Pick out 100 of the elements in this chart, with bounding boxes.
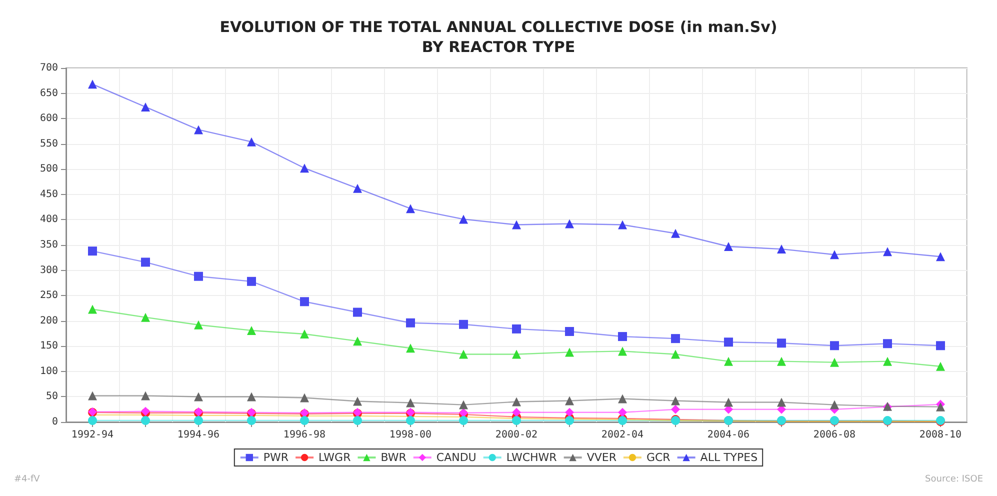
point [936, 341, 945, 350]
y-tick-label: 350 [40, 240, 58, 250]
point [406, 416, 415, 425]
point [194, 320, 203, 330]
point [618, 332, 627, 342]
point [565, 408, 574, 417]
x-tick-label: 1994-96 [177, 430, 220, 440]
point [671, 396, 680, 406]
point [830, 250, 839, 260]
point [512, 324, 521, 334]
point [618, 346, 627, 356]
chart-title: EVOLUTION OF THE TOTAL ANNUAL COLLECTIVE DOSE (in man.Sv) BY REACTOR TYPE [220, 18, 778, 56]
point [300, 164, 309, 173]
point [353, 336, 362, 346]
legend-label: GCR [646, 451, 671, 464]
point [247, 326, 256, 335]
point [565, 416, 574, 425]
point [830, 358, 839, 367]
point [353, 416, 362, 425]
point [247, 416, 256, 425]
point [724, 398, 733, 407]
text: #4-fV [14, 474, 41, 484]
point [406, 318, 415, 328]
point [565, 348, 574, 357]
x-tick-label: 2002-04 [601, 430, 644, 440]
y-tick-label: 100 [40, 366, 58, 377]
point [777, 338, 786, 348]
point [565, 326, 574, 336]
x-tick-label: 1992-94 [71, 430, 114, 440]
y-tick-label: 600 [40, 113, 58, 124]
point [618, 220, 627, 230]
point [512, 397, 521, 406]
point [141, 416, 150, 425]
point [618, 394, 627, 404]
point [671, 334, 680, 344]
legend-label: LWGR [318, 451, 352, 464]
point [353, 184, 362, 193]
point [141, 391, 150, 400]
point [883, 247, 892, 256]
y-tick-label: 400 [40, 214, 58, 226]
point [512, 220, 521, 230]
point [459, 400, 468, 410]
point [936, 362, 945, 371]
point [459, 416, 468, 425]
x-tick-label: 2000-02 [495, 430, 538, 440]
point [777, 244, 786, 254]
legend-label: LWCHWR [506, 451, 558, 464]
point [300, 393, 309, 402]
point [88, 246, 97, 256]
x-tick-label: 1996-98 [283, 430, 326, 440]
point [512, 416, 521, 425]
x-tick-label: 2006-08 [813, 430, 856, 440]
point [936, 252, 945, 262]
point [724, 338, 733, 347]
y-tick-label: 0 [52, 416, 58, 428]
y-tick-label: 200 [40, 315, 58, 326]
point [194, 125, 203, 134]
point [247, 392, 256, 402]
point [141, 312, 150, 322]
point [459, 214, 468, 224]
point [830, 400, 839, 410]
y-tick-label: 250 [40, 290, 58, 302]
point [671, 228, 680, 238]
legend-label: CANDU [436, 451, 476, 464]
point [883, 356, 892, 366]
point [936, 402, 945, 412]
point [777, 356, 786, 366]
point [247, 137, 256, 146]
y-tick-label: 500 [40, 164, 58, 175]
source-note: Source: ISOE [925, 474, 984, 484]
point [88, 391, 97, 400]
y-tick-label: 450 [40, 188, 58, 200]
y-tick-label: 700 [40, 62, 58, 74]
point [300, 416, 309, 425]
legend-label: PWR [263, 451, 289, 464]
point [353, 308, 362, 317]
point [565, 396, 574, 406]
y-tick-label: 550 [40, 138, 58, 150]
point [141, 102, 150, 112]
y-tick-label: 50 [46, 391, 58, 402]
point [777, 398, 786, 407]
point [300, 330, 309, 339]
point [88, 416, 97, 425]
point [141, 258, 150, 267]
point [512, 408, 521, 417]
point [247, 276, 256, 286]
point [512, 350, 521, 359]
point [194, 392, 203, 402]
legend-label: VVER [586, 451, 617, 464]
point [565, 219, 574, 228]
point [88, 80, 97, 89]
point [353, 396, 362, 406]
x-tick-label: 1998-00 [389, 430, 432, 440]
point [671, 404, 680, 414]
point [194, 272, 203, 281]
point [724, 356, 733, 366]
point [300, 297, 309, 306]
y-tick-label: 300 [40, 264, 58, 276]
point [724, 242, 733, 252]
legend-label: BWR [380, 451, 407, 464]
